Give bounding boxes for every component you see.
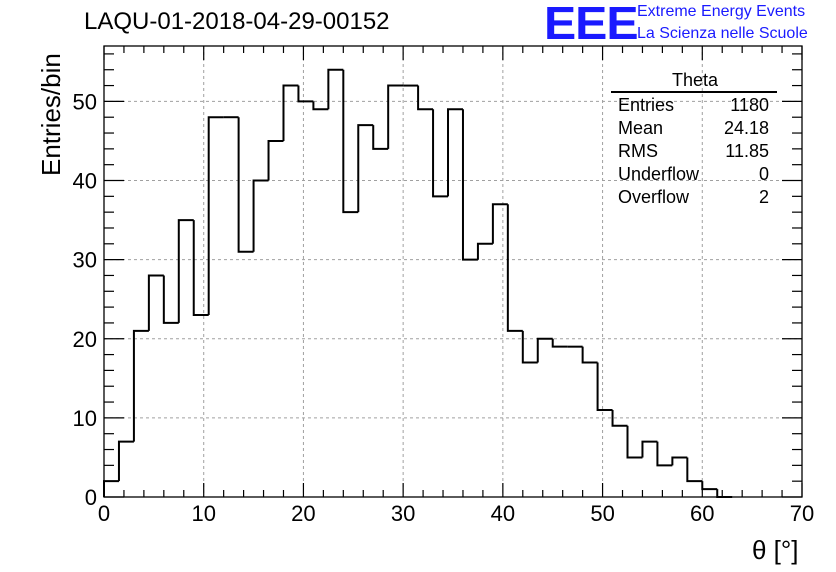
- histogram-bin: [327, 68, 344, 110]
- stats-label: Underflow: [618, 164, 700, 184]
- stats-value: 2: [758, 187, 769, 207]
- histogram-bin: [536, 337, 553, 363]
- histogram-bin: [372, 125, 389, 150]
- histogram-bin: [342, 69, 359, 214]
- logo-tagline-2: La Scienza nelle Scuole: [637, 25, 808, 42]
- histogram-bin: [506, 204, 523, 332]
- histogram-bin: [432, 109, 449, 198]
- histogram-bin: [387, 84, 404, 149]
- x-tick-label: 40: [491, 501, 515, 526]
- x-tick-label: 50: [590, 501, 614, 526]
- histogram-bin: [611, 409, 628, 427]
- stats-label: RMS: [618, 141, 658, 161]
- grid-lines: [104, 46, 802, 497]
- histogram-bin: [237, 117, 254, 253]
- histogram-bin: [357, 124, 374, 213]
- histogram-bin: [476, 242, 493, 260]
- y-tick-label: 10: [73, 406, 97, 431]
- stats-row: Underflow 0: [611, 163, 777, 186]
- plot-frame: [103, 45, 803, 498]
- y-axis-label: Entries/bin: [36, 53, 66, 176]
- chart-title: LAQU-01-2018-04-29-00152: [84, 8, 390, 35]
- y-tick-label: 0: [85, 485, 97, 510]
- histogram-bin: [521, 330, 538, 364]
- stats-row: Overflow 2: [611, 186, 777, 209]
- stats-row: Entries 1180: [611, 94, 777, 117]
- histogram-bin: [117, 440, 134, 482]
- histogram-bin: [701, 481, 718, 491]
- histogram-bin: [103, 480, 119, 497]
- histogram-bin: [596, 362, 613, 411]
- x-tick-label: 20: [291, 501, 315, 526]
- histogram-bin: [626, 425, 643, 459]
- x-tick-label: 0: [98, 501, 110, 526]
- histogram-bin: [447, 108, 463, 197]
- x-tick-label: 60: [690, 501, 714, 526]
- stats-divider: [611, 91, 777, 93]
- stats-title: Theta: [671, 70, 719, 90]
- y-tick-label: 50: [73, 89, 97, 114]
- stats-row: RMS 11.85: [611, 140, 777, 163]
- histogram-bin: [162, 275, 179, 324]
- histogram-bin: [177, 219, 194, 323]
- stats-box: Theta Entries 1180 Mean 24.18 RMS 11.85 Und…: [611, 70, 777, 209]
- histogram-bin: [267, 139, 284, 181]
- histogram-bars: [103, 68, 733, 498]
- eee-logo: EEE: [544, 0, 639, 49]
- stats-value: 1180: [730, 95, 769, 115]
- histogram-bin: [671, 456, 688, 466]
- histogram-bin: [551, 338, 568, 348]
- histogram-bin: [312, 101, 329, 111]
- histogram-bin: [252, 179, 269, 252]
- y-tick-label: 30: [73, 248, 97, 273]
- stats-value: 0: [758, 164, 769, 184]
- histogram-bin: [207, 116, 224, 316]
- histogram-bin: [686, 457, 703, 483]
- histogram-bin: [461, 109, 478, 261]
- histogram-bin: [417, 85, 434, 111]
- x-axis-label: θ [°]: [752, 535, 799, 565]
- y-tick-label: 40: [73, 169, 97, 194]
- histogram-bin: [297, 85, 314, 103]
- histogram-bin: [192, 220, 209, 317]
- histogram-bin: [581, 346, 598, 364]
- axis-ticks: [103, 46, 803, 498]
- histogram-bin: [641, 440, 658, 458]
- histogram-bin: [716, 489, 733, 498]
- x-tick-label: 10: [191, 501, 215, 526]
- x-tick-label: 70: [790, 501, 814, 526]
- stats-row: Mean 24.18: [611, 117, 777, 140]
- stats-value: 24.18: [723, 118, 769, 138]
- stats-label: Overflow: [618, 187, 690, 207]
- stats-label: Mean: [618, 118, 664, 138]
- stats-value: 11.85: [725, 141, 769, 161]
- histogram-bin: [132, 329, 149, 442]
- histogram-bin: [491, 203, 508, 244]
- stats-label: Entries: [618, 95, 675, 115]
- logo-tagline-1: Extreme Energy Events: [637, 3, 806, 20]
- histogram-bin: [147, 274, 164, 331]
- histogram-bin: [656, 441, 673, 467]
- histogram-bin: [282, 84, 299, 141]
- y-tick-label: 20: [73, 327, 97, 352]
- x-tick-label: 30: [391, 501, 415, 526]
